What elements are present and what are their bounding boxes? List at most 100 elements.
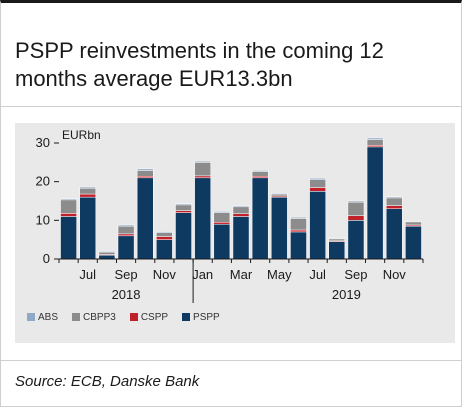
bar-segment-abs	[271, 193, 288, 195]
bar-segment-abs	[290, 216, 307, 219]
bar-segment-cbpp3	[79, 187, 97, 195]
bar-segment-abs	[156, 231, 173, 233]
bar-segment-pspp	[79, 196, 97, 260]
bar-segment-pspp	[175, 212, 192, 260]
bar-segment-abs	[232, 205, 250, 208]
bar-segment-cbpp3	[309, 179, 326, 188]
bar-segment-cbpp3	[98, 251, 116, 255]
bar-segment-cspp	[60, 213, 77, 217]
bar-segment-abs	[405, 220, 422, 223]
bar-segment-cspp	[385, 205, 403, 209]
bar-segment-abs	[347, 200, 365, 203]
bar-segment-pspp	[213, 223, 231, 260]
bar-segment-cbpp3	[213, 212, 231, 223]
bar-segment-pspp	[136, 177, 154, 260]
bar-segment-cspp	[232, 213, 250, 217]
bar-segment-abs	[366, 137, 384, 140]
bar-segment-abs	[117, 224, 135, 227]
bar-segment-abs	[175, 203, 192, 206]
legend-label: CSPP	[140, 311, 169, 323]
chart-title: PSPP reinvestments in the coming 12 mont…	[15, 38, 384, 91]
bar-segment-pspp	[290, 231, 307, 260]
chart-panel: 0 10 20 30 EURbn Jul Sep Nov Jan Mar May Jul Sep Nov 2…	[15, 123, 455, 343]
bar-segment-cbpp3	[290, 218, 307, 231]
x-tick-label: Sep	[344, 267, 367, 282]
bar-segment-abs	[79, 186, 97, 189]
bar-segment-pspp	[60, 216, 77, 260]
legend-label: ABS	[38, 311, 59, 323]
bar-segment-cspp	[290, 229, 307, 233]
bar-segment-cbpp3	[232, 206, 250, 215]
x-tick-label: Nov	[153, 267, 177, 282]
bar-segment-cbpp3	[347, 201, 365, 216]
bar-segment-abs	[309, 177, 326, 180]
bar-segment-cspp	[309, 187, 326, 192]
source-divider	[1, 360, 461, 361]
bar-segment-abs	[328, 237, 346, 240]
bar-segment-pspp	[385, 208, 403, 260]
bar-segment-pspp	[194, 177, 211, 260]
bar-segment-cbpp3	[405, 221, 422, 226]
bar-segment-abs	[60, 198, 77, 201]
bar-segment-pspp	[328, 241, 346, 260]
y-tick-label: 30	[36, 135, 50, 150]
legend-item-cbpp3: CBPP3	[72, 312, 116, 323]
bar-segment-pspp	[271, 196, 288, 260]
legend-swatch	[182, 313, 191, 321]
source-note: Source: ECB, Danske Bank	[15, 373, 200, 390]
bar-segment-cbpp3	[175, 204, 192, 211]
bar-segment-pspp	[309, 191, 326, 260]
x-year-label: 2018	[112, 287, 141, 302]
bar-segment-cspp	[79, 193, 97, 198]
bar-segment-pspp	[232, 216, 250, 260]
bar-segment-abs	[136, 168, 154, 171]
y-tick-label: 0	[43, 251, 50, 266]
legend-label: CBPP3	[83, 311, 116, 323]
bar-segment-cspp	[213, 222, 231, 225]
bar-segment-abs	[251, 170, 269, 172]
bar-segment-cbpp3	[251, 171, 269, 177]
bar-segment-pspp	[98, 254, 116, 260]
bar-segment-abs	[213, 211, 231, 213]
bar-segment-cbpp3	[271, 193, 288, 197]
bar-segment-abs	[385, 196, 403, 199]
bar-segment-pspp	[405, 225, 422, 260]
title-divider	[1, 106, 461, 107]
legend-swatch	[72, 313, 81, 321]
bar-segment-pspp	[366, 146, 384, 260]
bar-segment-cbpp3	[156, 232, 173, 237]
legend-swatch	[129, 313, 138, 321]
legend-item-cspp: CSPP	[129, 311, 169, 323]
bar-segment-pspp	[117, 235, 135, 260]
bar-segment-cbpp3	[366, 139, 384, 146]
legend-label: PSPP	[193, 311, 220, 323]
chart-legend: ABS CBPP3 CSPP PSPP	[27, 310, 220, 324]
x-tick-label: Mar	[230, 267, 253, 282]
chart-card: PSPP reinvestments in the coming 12 mont…	[0, 0, 462, 407]
legend-swatch	[27, 313, 35, 321]
bar-segment-cspp	[117, 233, 135, 237]
y-tick-label: 20	[36, 174, 50, 189]
bar-segment-cbpp3	[385, 197, 403, 206]
x-tick-label: Jul	[309, 267, 326, 282]
bar-segment-cbpp3	[117, 225, 135, 235]
x-tick-label: Sep	[114, 267, 137, 282]
bar-segment-cbpp3	[136, 170, 154, 177]
bar-segment-pspp	[251, 177, 269, 260]
bar-segment-cspp	[156, 236, 173, 240]
bar-segment-pspp	[347, 220, 365, 260]
y-tick-label: 10	[36, 212, 50, 227]
legend-item-pspp: PSPP	[182, 312, 220, 323]
bar-segment-cspp	[194, 175, 211, 179]
x-tick-label: Jul	[79, 267, 96, 282]
bar-segment-cbpp3	[60, 199, 77, 214]
x-tick-label: May	[267, 267, 292, 282]
bar-segment-abs	[194, 160, 211, 163]
bar-segment-cspp	[175, 210, 192, 213]
x-tick-label: Jan	[192, 267, 213, 282]
bar-segment-cspp	[347, 215, 365, 221]
bar-segment-cbpp3	[194, 162, 211, 177]
x-tick-label: Nov	[383, 267, 407, 282]
stacked-bar-chart: 0 10 20 30 EURbn Jul Sep Nov Jan Mar May Jul Sep Nov 2…	[36, 128, 424, 303]
bar-segment-pspp	[156, 239, 173, 260]
